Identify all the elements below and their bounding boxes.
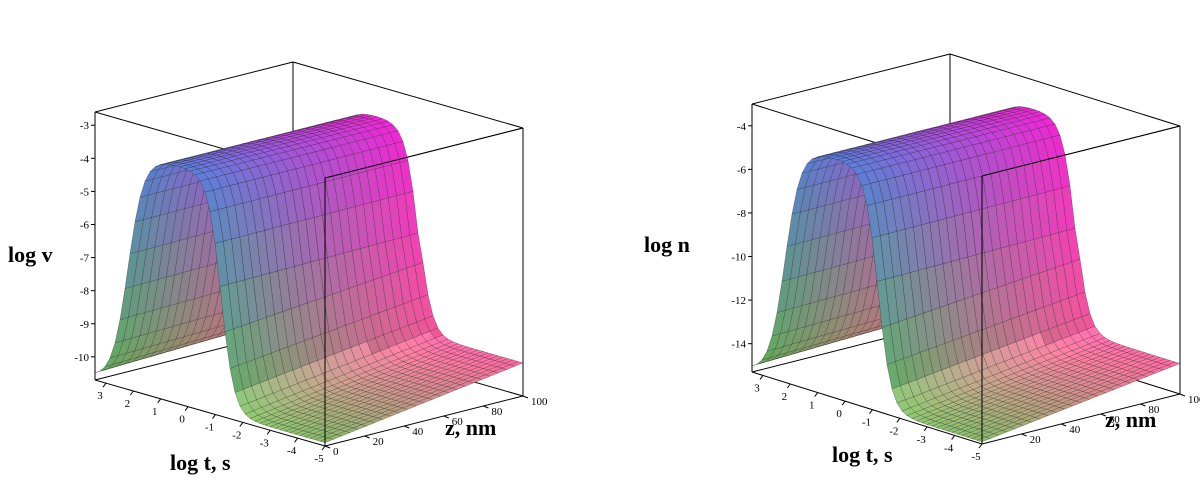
t-tick-mark [212, 414, 216, 419]
t-tick-label: -4 [287, 445, 297, 457]
surface-patch [976, 436, 991, 442]
t-tick-mark [923, 426, 928, 432]
z-tick-label: -4 [737, 121, 747, 133]
t-tick-mark [759, 375, 764, 380]
t-tick-label: -1 [862, 417, 871, 429]
t-tick-mark [841, 400, 846, 406]
t-tick-mark [814, 392, 819, 397]
surface-plot-log-n: -4 -6 -8 -10 -12 -14 3 2 1 0 -1 -2 -3 -4 -5 20 40 60 80 100… [644, 53, 1200, 467]
t-tick-label: -4 [944, 442, 954, 454]
depth-tick-mark [1100, 413, 1106, 417]
box-edge [94, 61, 294, 113]
depth-tick-label: 100 [1188, 394, 1200, 406]
depth-tick-mark [443, 415, 449, 419]
t-tick-label: -3 [917, 434, 927, 446]
depth-tick-mark [483, 405, 489, 409]
z-tick-label: -9 [80, 319, 90, 331]
t-tick-label: 1 [152, 406, 158, 418]
depth-tick-label: 60 [1109, 414, 1121, 426]
z-tick-label: -3 [80, 120, 90, 132]
box-edge [949, 53, 1181, 127]
depth-axis-title: z, nm [1105, 407, 1156, 432]
depth-tick-label: 100 [531, 396, 548, 408]
box-edge-front [981, 125, 1181, 177]
depth-tick-label: 80 [1148, 404, 1160, 416]
t-tick-label: -2 [889, 425, 898, 437]
depth-tick-label: 60 [452, 416, 464, 428]
z-tick-label: -12 [731, 295, 746, 307]
t-tick-label: 3 [97, 390, 103, 402]
z-axis: -3 -4 -5 -6 -7 -8 -9 -10 [74, 120, 95, 364]
t-tick-mark [239, 422, 244, 427]
t-tick-mark [266, 429, 271, 435]
t-tick-label: -2 [232, 429, 241, 441]
t-tick-label: 2 [125, 398, 131, 410]
depth-tick-mark [324, 445, 331, 449]
depth-tick-label: 20 [373, 436, 385, 448]
t-tick-mark [294, 437, 299, 443]
surface-mesh [751, 106, 1181, 442]
depth-tick-mark [364, 435, 370, 439]
box-edge [751, 53, 951, 105]
z-axis-title: log v [8, 242, 53, 267]
depth-axis-title: z, nm [445, 415, 496, 440]
t-tick-label: -5 [314, 453, 324, 465]
depth-axis: 20 40 60 80 100 [1021, 393, 1200, 446]
depth-tick-label: 0 [333, 446, 339, 458]
t-tick-mark [978, 443, 983, 449]
t-tick-mark [184, 406, 189, 412]
t-tick-label: 0 [836, 408, 842, 420]
t-tick-label: 1 [809, 400, 815, 412]
t-tick-mark [129, 390, 134, 396]
z-tick-label: -14 [731, 339, 746, 351]
t-tick-mark [951, 435, 956, 440]
t-axis: 3 2 1 0 -1 -2 -3 -4 -5 [97, 382, 326, 465]
depth-axis: 0 20 40 60 80 100 [324, 395, 548, 458]
depth-tick-label: 80 [491, 406, 503, 418]
z-tick-label: -6 [80, 219, 90, 231]
t-tick-mark [786, 383, 791, 389]
surface-plot-log-v: -3 -4 -5 -6 -7 -8 -9 -10 3 2 1 0 -1 -2 -3 -4 -5 0 20 40 60 80… [8, 61, 548, 475]
depth-tick-label: 20 [1030, 434, 1042, 446]
t-axis: 3 2 1 0 -1 -2 -3 -4 -5 [754, 375, 983, 463]
box-edge [292, 61, 524, 129]
z-tick-label: -5 [80, 186, 90, 198]
depth-tick-mark [404, 425, 410, 429]
t-tick-mark [102, 382, 107, 388]
depth-tick-mark [1179, 393, 1186, 397]
t-tick-mark [321, 445, 326, 451]
t-tick-label: -3 [260, 437, 270, 449]
depth-tick-label: 40 [412, 426, 424, 438]
z-tick-label: -4 [80, 153, 90, 165]
depth-tick-mark [1140, 403, 1146, 407]
t-axis-title: log t, s [832, 442, 893, 467]
t-tick-label: -5 [971, 451, 981, 463]
depth-tick-mark [522, 395, 529, 399]
box-edge-front [324, 127, 524, 179]
z-tick-label: -10 [731, 252, 746, 264]
z-tick-label: -8 [737, 208, 747, 220]
t-tick-mark [869, 409, 873, 415]
depth-tick-mark [1061, 423, 1067, 427]
t-tick-mark [157, 398, 162, 404]
z-tick-label: -8 [80, 286, 90, 298]
z-tick-label: -7 [80, 253, 90, 265]
t-tick-label: 3 [754, 382, 760, 394]
z-tick-label: -10 [74, 352, 89, 364]
surface-patch [319, 437, 334, 443]
box-edge [324, 395, 524, 447]
surface-mesh [94, 113, 524, 443]
z-axis-title: log n [644, 232, 690, 257]
depth-tick-mark [1021, 433, 1027, 437]
t-tick-label: 0 [179, 414, 185, 426]
t-tick-label: -1 [205, 422, 214, 434]
depth-tick-label: 40 [1069, 424, 1081, 436]
t-tick-mark [896, 417, 901, 423]
z-tick-label: -6 [737, 164, 747, 176]
t-tick-label: 2 [782, 391, 788, 403]
box-edge [981, 393, 1181, 445]
z-axis: -4 -6 -8 -10 -12 -14 [731, 121, 752, 351]
t-axis-title: log t, s [170, 450, 231, 475]
